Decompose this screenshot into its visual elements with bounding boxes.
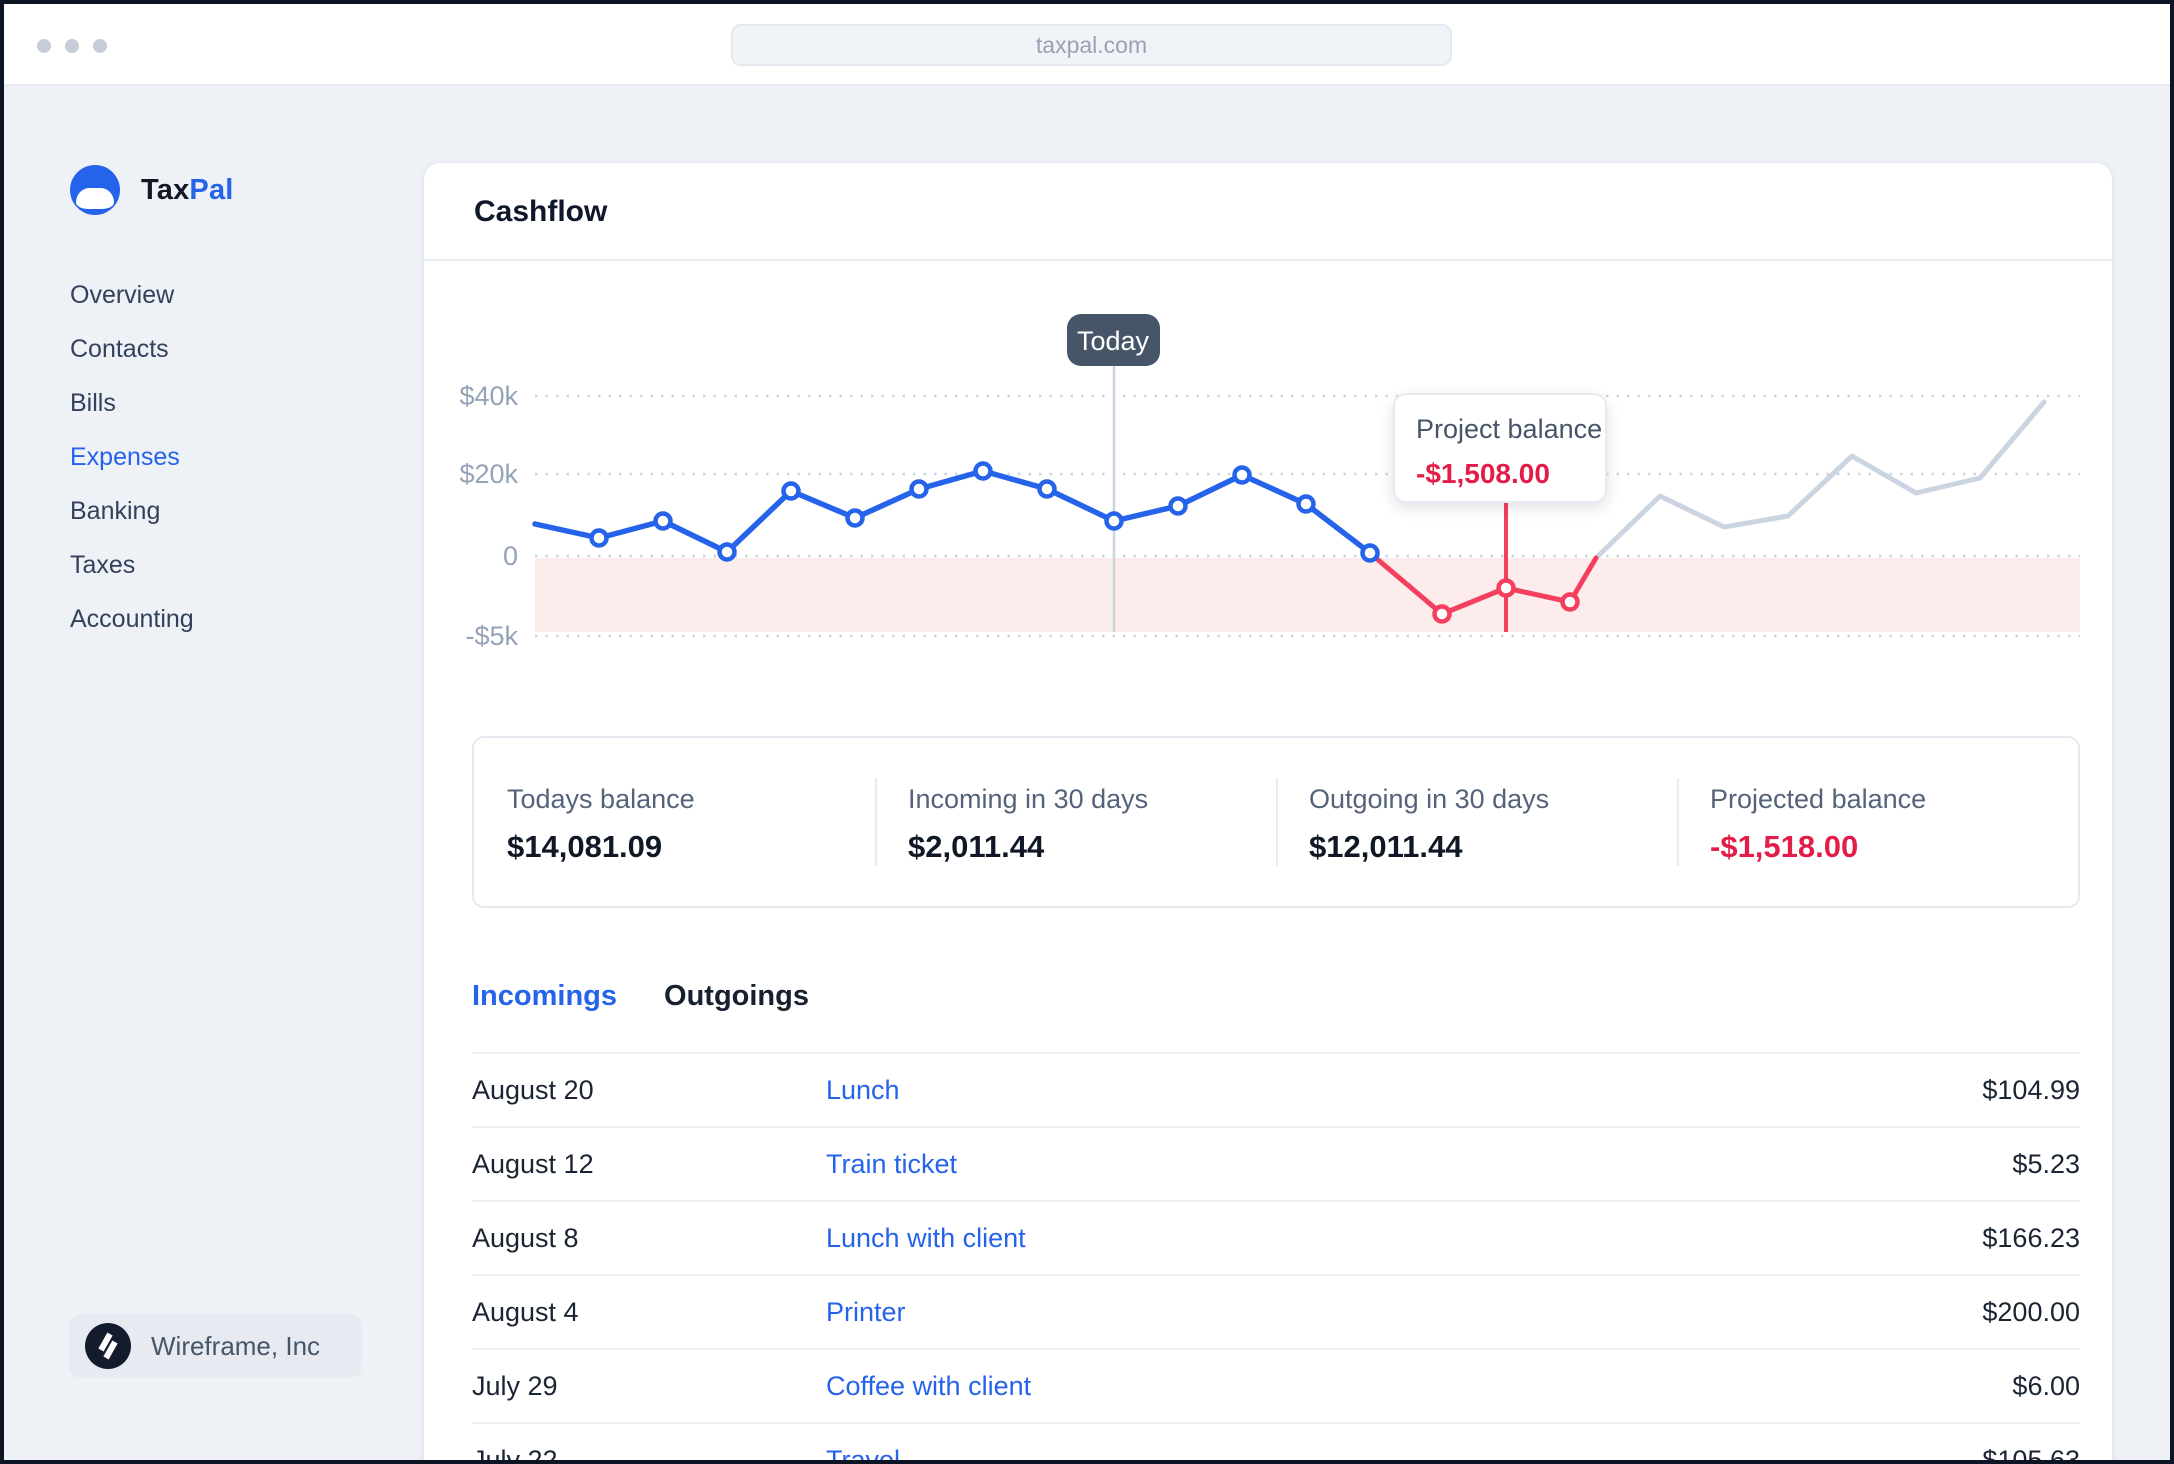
transaction-link[interactable]: Printer bbox=[826, 1296, 906, 1327]
window-dot-icon[interactable] bbox=[37, 39, 51, 53]
transaction-link[interactable]: Lunch with client bbox=[826, 1222, 1026, 1253]
brand-name-primary: Tax bbox=[141, 173, 190, 206]
today-annotation-label: Today bbox=[1077, 326, 1150, 356]
window-controls[interactable] bbox=[37, 39, 107, 53]
sidebar-item-overview[interactable]: Overview bbox=[70, 281, 175, 309]
transaction-date: July 22 bbox=[472, 1444, 558, 1464]
transaction-amount: $5.23 bbox=[2012, 1148, 2080, 1179]
sidebar-item-taxes[interactable]: Taxes bbox=[70, 551, 136, 579]
sidebar-item-contacts[interactable]: Contacts bbox=[70, 335, 169, 363]
summary-card: Todays balance $14,081.09 bbox=[474, 738, 875, 906]
y-axis-tick: -$5k bbox=[465, 621, 518, 651]
y-axis-tick: $20k bbox=[459, 459, 518, 489]
taxpal-logo-icon bbox=[70, 165, 120, 215]
cashflow-chart: $40k $20k 0 -$5k Today Project balance -$1,… bbox=[459, 314, 2080, 651]
transaction-row: July 22 Travel $105.63 bbox=[472, 1424, 2080, 1464]
negative-zone-band bbox=[535, 558, 2080, 632]
transaction-row: August 20 Lunch $104.99 bbox=[472, 1054, 2080, 1128]
transaction-date: July 29 bbox=[472, 1370, 558, 1401]
brand-name-secondary: Pal bbox=[189, 173, 234, 206]
transaction-row: August 4 Printer $200.00 bbox=[472, 1276, 2080, 1350]
data-point-marker bbox=[973, 461, 993, 481]
tooltip-title: Project balance bbox=[1416, 414, 1602, 444]
window-dot-icon[interactable] bbox=[65, 39, 79, 53]
summary-label: Projected balance bbox=[1710, 784, 1927, 814]
summary-card: Outgoing in 30 days $12,011.44 bbox=[1276, 738, 1677, 906]
summary-label: Outgoing in 30 days bbox=[1309, 784, 1550, 814]
window-dot-icon[interactable] bbox=[93, 39, 107, 53]
transaction-date: August 8 bbox=[472, 1222, 579, 1253]
summary-label: Todays balance bbox=[507, 784, 695, 814]
transaction-amount: $6.00 bbox=[2012, 1370, 2080, 1401]
y-axis-tick: $40k bbox=[459, 381, 518, 411]
transaction-link[interactable]: Lunch bbox=[826, 1074, 900, 1105]
browser-bar: taxpal.com bbox=[4, 4, 2170, 86]
transaction-row: July 29 Coffee with client $6.00 bbox=[472, 1350, 2080, 1424]
data-point-marker bbox=[1360, 543, 1380, 563]
sidebar-item-accounting[interactable]: Accounting bbox=[70, 605, 194, 633]
data-point-marker bbox=[1168, 496, 1188, 516]
summary-value: $2,011.44 bbox=[908, 829, 1045, 864]
sidebar-nav: Overview Contacts Bills Expenses Banking Taxe… bbox=[70, 282, 194, 660]
summary-value: $14,081.09 bbox=[507, 829, 663, 864]
address-bar[interactable]: taxpal.com bbox=[731, 24, 1452, 66]
transaction-date: August 20 bbox=[472, 1074, 594, 1105]
data-point-marker bbox=[1104, 511, 1124, 531]
data-point-marker bbox=[909, 479, 929, 499]
data-point-marker bbox=[845, 508, 865, 528]
data-point-marker bbox=[1232, 465, 1252, 485]
data-point-marker bbox=[1432, 604, 1452, 624]
summary-card: Incoming in 30 days $2,011.44 bbox=[875, 738, 1276, 906]
transaction-link[interactable]: Train ticket bbox=[826, 1148, 958, 1179]
sidebar-item-expenses[interactable]: Expenses bbox=[70, 443, 180, 471]
transaction-amount: $105.63 bbox=[1982, 1444, 2080, 1464]
tab-outgoings[interactable]: Outgoings bbox=[664, 980, 809, 1012]
data-point-marker bbox=[1037, 479, 1057, 499]
transactions-tabs: Incomings Outgoings bbox=[472, 980, 809, 1013]
sidebar-item-banking[interactable]: Banking bbox=[70, 497, 161, 525]
transaction-amount: $104.99 bbox=[1982, 1074, 2080, 1105]
data-point-marker bbox=[589, 528, 609, 548]
project-balance-tooltip bbox=[1393, 393, 1607, 503]
summary-cards: Todays balance $14,081.09 Incoming in 30 d… bbox=[472, 736, 2080, 908]
sidebar-item-bills[interactable]: Bills bbox=[70, 389, 116, 417]
transaction-row: August 12 Train ticket $5.23 bbox=[472, 1128, 2080, 1202]
transactions-table: August 20 Lunch $104.99 August 12 Train tick… bbox=[472, 1052, 2080, 1464]
summary-value: -$1,518.00 bbox=[1710, 829, 1859, 864]
transaction-link[interactable]: Travel bbox=[826, 1444, 901, 1464]
series-projected-line bbox=[1593, 399, 2047, 561]
data-point-marker bbox=[1296, 494, 1316, 514]
y-axis-tick: 0 bbox=[503, 541, 518, 571]
transaction-amount: $200.00 bbox=[1982, 1296, 2080, 1327]
card-title: Cashflow bbox=[474, 195, 608, 228]
transaction-link[interactable]: Coffee with client bbox=[826, 1370, 1032, 1401]
data-point-marker bbox=[781, 481, 801, 501]
data-point-marker bbox=[1560, 592, 1580, 612]
cashflow-card-header: Cashflow bbox=[424, 163, 2112, 261]
today-annotation: Today bbox=[1067, 314, 1160, 366]
summary-value: $12,011.44 bbox=[1309, 829, 1463, 864]
data-point-marker bbox=[1496, 578, 1516, 598]
tooltip-value: -$1,508.00 bbox=[1416, 458, 1550, 489]
data-point-marker bbox=[717, 542, 737, 562]
tab-incomings[interactable]: Incomings bbox=[472, 980, 618, 1012]
series-actual-line bbox=[532, 468, 1373, 556]
transaction-date: August 12 bbox=[472, 1148, 594, 1179]
data-point-marker bbox=[653, 511, 673, 531]
brand-name: TaxPal bbox=[141, 174, 234, 207]
company-switcher[interactable]: Wireframe, Inc bbox=[69, 1314, 362, 1378]
brand-logo: TaxPal bbox=[70, 165, 234, 215]
transaction-date: August 4 bbox=[472, 1296, 579, 1327]
company-name: Wireframe, Inc bbox=[151, 1330, 321, 1361]
summary-card: Projected balance -$1,518.00 bbox=[1677, 738, 2078, 906]
summary-label: Incoming in 30 days bbox=[908, 784, 1149, 814]
transaction-row: August 8 Lunch with client $166.23 bbox=[472, 1202, 2080, 1276]
company-logo-icon bbox=[85, 1323, 131, 1369]
transaction-amount: $166.23 bbox=[1982, 1222, 2080, 1253]
